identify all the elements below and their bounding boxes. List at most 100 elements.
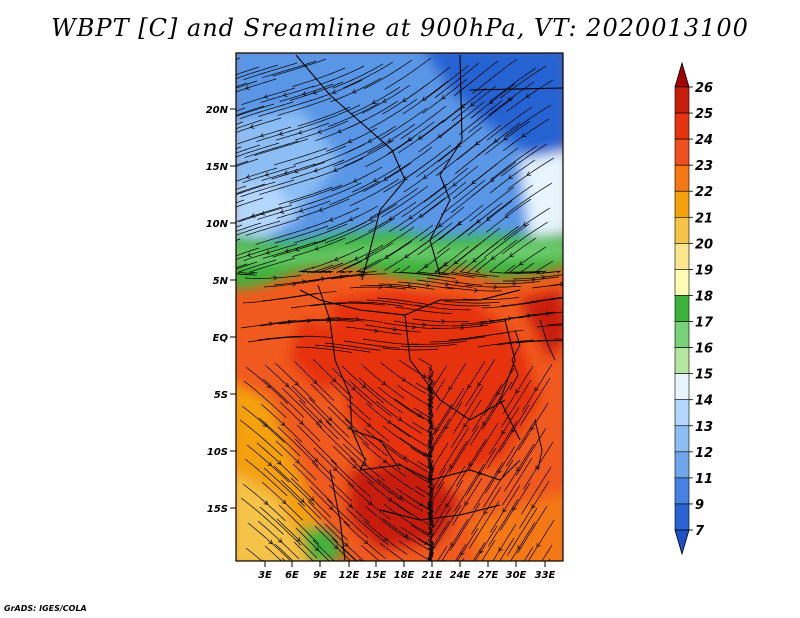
arrow-icon [355, 316, 360, 322]
streamline [412, 318, 469, 323]
streamline [236, 183, 266, 195]
streamline [236, 245, 279, 261]
colorbar-label: 20 [695, 237, 713, 252]
streamline [363, 427, 409, 463]
arrow-icon [460, 325, 465, 331]
country-borders [295, 54, 563, 561]
streamline [362, 162, 412, 193]
streamline [518, 402, 549, 451]
streamline [382, 425, 430, 458]
streamline [427, 403, 453, 451]
streamline [236, 64, 279, 80]
streamline [264, 364, 306, 404]
streamline [272, 58, 327, 77]
streamline [498, 311, 555, 321]
streamline [399, 197, 446, 232]
streamline [387, 121, 435, 154]
arrow-icon [259, 133, 265, 138]
arrow-icon [280, 421, 286, 426]
arrow-icon [388, 215, 394, 220]
streamline [343, 61, 394, 89]
streamline [451, 85, 497, 122]
streamline [381, 185, 429, 218]
streamline [254, 138, 309, 156]
arrow-icon [343, 542, 349, 547]
lon-label: 24E [450, 570, 471, 581]
streamline [427, 547, 434, 561]
streamline [499, 537, 515, 561]
streamline [236, 158, 259, 167]
streamline [503, 207, 551, 241]
streamline [400, 526, 434, 561]
streamline [314, 525, 352, 561]
colorbar-label: 23 [695, 159, 713, 174]
streamline [398, 119, 445, 153]
streamline [400, 343, 457, 347]
colorbar-swatch [674, 503, 690, 531]
streamline [482, 381, 513, 430]
streamline [380, 439, 428, 472]
streamline [241, 405, 285, 443]
streamline [427, 467, 447, 512]
arrow-icon [408, 214, 414, 220]
streamline [279, 401, 321, 442]
colorbar-swatch [674, 373, 690, 401]
arrow-icon [424, 540, 429, 545]
arrow-icon [263, 94, 269, 99]
streamline [548, 297, 563, 301]
streamline [453, 60, 499, 97]
streamline [247, 336, 304, 343]
streamline [503, 365, 534, 414]
arrow-icon [501, 430, 506, 435]
streamline [271, 161, 326, 180]
arrow-icon [530, 426, 535, 431]
arrow-icon [330, 584, 334, 588]
streamline [237, 259, 277, 274]
arrow-icon [312, 89, 318, 95]
arrow-icon [284, 382, 289, 388]
streamline [481, 301, 538, 309]
streamline [332, 244, 384, 270]
arrow-icon [422, 322, 427, 328]
arrow-icon [453, 260, 459, 265]
streamline [276, 518, 318, 559]
arrow-icon [421, 96, 427, 101]
streamline [279, 83, 334, 102]
streamline [434, 62, 480, 98]
streamline [262, 60, 317, 78]
streamline [311, 157, 364, 180]
streamline [420, 103, 466, 139]
streamline [236, 238, 241, 241]
streamline [341, 546, 358, 561]
arrow-icon [441, 94, 446, 100]
streamline [312, 539, 335, 561]
streamline [236, 185, 247, 190]
arrow-icon [263, 500, 269, 505]
streamline [359, 466, 405, 503]
arrow-icon [444, 425, 449, 430]
streamline [359, 285, 416, 289]
arrow-icon [402, 97, 407, 102]
streamline [327, 205, 379, 230]
arrow-icon [367, 138, 373, 143]
arrow-icon [273, 275, 278, 281]
streamline [548, 558, 551, 561]
streamline [361, 441, 407, 477]
streamline [364, 137, 414, 168]
arrow-icon [565, 323, 569, 327]
streamline [293, 541, 314, 561]
arrow-icon [213, 130, 217, 134]
streamline [364, 324, 421, 333]
streamline [506, 79, 554, 112]
arrow-icon [452, 182, 458, 187]
arrow-icon [296, 537, 301, 542]
arrow-icon [400, 584, 404, 588]
streamline [293, 360, 334, 401]
arrow-icon [332, 89, 337, 94]
streamline [469, 500, 500, 549]
lat-label: 20N [206, 105, 229, 116]
streamline [239, 101, 294, 120]
streamline [341, 365, 385, 404]
streamline [246, 444, 290, 483]
arrow-icon [498, 547, 503, 552]
